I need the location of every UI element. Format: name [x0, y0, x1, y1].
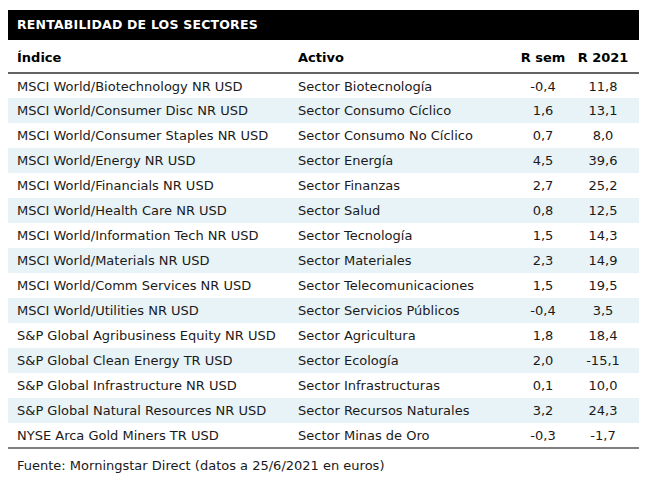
cell-indice: MSCI World/Health Care NR USD [8, 198, 298, 223]
cell-r-2021: -1,7 [567, 423, 639, 448]
report-page: RENTABILIDAD DE LOS SECTORES Índice Acti… [8, 10, 639, 473]
cell-r-2021: 19,5 [567, 273, 639, 298]
cell-r-2021: 18,4 [567, 323, 639, 348]
cell-r-2021: 11,8 [567, 73, 639, 98]
cell-r-sem: 0,7 [505, 123, 567, 148]
cell-indice: MSCI World/Energy NR USD [8, 148, 298, 173]
source-note: Fuente: Morningstar Direct (datos a 25/6… [8, 458, 639, 473]
table-header-row: Índice Activo R sem R 2021 [8, 42, 639, 73]
cell-r-sem: 1,8 [505, 323, 567, 348]
cell-activo: Sector Servicios Públicos [298, 298, 505, 323]
cell-r-sem: -0,3 [505, 423, 567, 448]
report-title-bar: RENTABILIDAD DE LOS SECTORES [8, 10, 639, 40]
cell-indice: MSCI World/Consumer Disc NR USD [8, 98, 298, 123]
table-row: MSCI World/Information Tech NR USDSector… [8, 223, 639, 248]
cell-activo: Sector Agricultura [298, 323, 505, 348]
table-row: MSCI World/Consumer Staples NR USDSector… [8, 123, 639, 148]
column-header-indice: Índice [8, 42, 298, 73]
table-row: S&P Global Agribusiness Equity NR USDSec… [8, 323, 639, 348]
table-row: MSCI World/Materials NR USDSector Materi… [8, 248, 639, 273]
cell-r-sem: 2,0 [505, 348, 567, 373]
cell-indice: MSCI World/Utilities NR USD [8, 298, 298, 323]
table-row: MSCI World/Health Care NR USDSector Salu… [8, 198, 639, 223]
table-row: S&P Global Natural Resources NR USDSecto… [8, 398, 639, 423]
cell-activo: Sector Consumo No Cíclico [298, 123, 505, 148]
cell-r-2021: 14,9 [567, 248, 639, 273]
cell-indice: S&P Global Natural Resources NR USD [8, 398, 298, 423]
table-body: MSCI World/Biotechnology NR USDSector Bi… [8, 73, 639, 448]
cell-r-2021: 10,0 [567, 373, 639, 398]
table-row: MSCI World/Financials NR USDSector Finan… [8, 173, 639, 198]
cell-r-2021: 8,0 [567, 123, 639, 148]
cell-r-sem: -0,4 [505, 73, 567, 98]
cell-r-sem: 1,5 [505, 273, 567, 298]
cell-activo: Sector Minas de Oro [298, 423, 505, 448]
cell-activo: Sector Finanzas [298, 173, 505, 198]
cell-r-2021: 24,3 [567, 398, 639, 423]
cell-activo: Sector Energía [298, 148, 505, 173]
table-row: MSCI World/Consumer Disc NR USDSector Co… [8, 98, 639, 123]
table-row: S&P Global Infrastructure NR USDSector I… [8, 373, 639, 398]
cell-r-2021: 39,6 [567, 148, 639, 173]
cell-indice: MSCI World/Materials NR USD [8, 248, 298, 273]
cell-r-2021: 3,5 [567, 298, 639, 323]
cell-indice: S&P Global Clean Energy TR USD [8, 348, 298, 373]
cell-activo: Sector Recursos Naturales [298, 398, 505, 423]
table-row: MSCI World/Biotechnology NR USDSector Bi… [8, 73, 639, 98]
cell-activo: Sector Biotecnología [298, 73, 505, 98]
cell-r-sem: 0,1 [505, 373, 567, 398]
report-title: RENTABILIDAD DE LOS SECTORES [17, 17, 258, 32]
cell-indice: MSCI World/Biotechnology NR USD [8, 73, 298, 98]
cell-indice: NYSE Arca Gold Miners TR USD [8, 423, 298, 448]
cell-r-sem: 3,2 [505, 398, 567, 423]
table-row: MSCI World/Energy NR USDSector Energía4,… [8, 148, 639, 173]
cell-r-2021: 13,1 [567, 98, 639, 123]
table-row: MSCI World/Utilities NR USDSector Servic… [8, 298, 639, 323]
table-row: MSCI World/Comm Services NR USDSector Te… [8, 273, 639, 298]
cell-activo: Sector Tecnología [298, 223, 505, 248]
table-row: S&P Global Clean Energy TR USDSector Eco… [8, 348, 639, 373]
sector-returns-table: Índice Activo R sem R 2021 MSCI World/Bi… [8, 42, 639, 449]
cell-r-sem: 2,3 [505, 248, 567, 273]
column-header-activo: Activo [298, 42, 505, 73]
cell-r-2021: 14,3 [567, 223, 639, 248]
cell-activo: Sector Consumo Cíclico [298, 98, 505, 123]
cell-r-sem: 0,8 [505, 198, 567, 223]
cell-r-sem: 4,5 [505, 148, 567, 173]
table-row: NYSE Arca Gold Miners TR USDSector Minas… [8, 423, 639, 448]
cell-activo: Sector Ecología [298, 348, 505, 373]
cell-r-sem: 1,6 [505, 98, 567, 123]
cell-indice: S&P Global Agribusiness Equity NR USD [8, 323, 298, 348]
cell-r-sem: -0,4 [505, 298, 567, 323]
cell-indice: S&P Global Infrastructure NR USD [8, 373, 298, 398]
cell-r-sem: 1,5 [505, 223, 567, 248]
column-header-r-sem: R sem [505, 42, 567, 73]
cell-activo: Sector Telecomunicaciones [298, 273, 505, 298]
cell-activo: Sector Infrastructuras [298, 373, 505, 398]
cell-activo: Sector Salud [298, 198, 505, 223]
cell-indice: MSCI World/Consumer Staples NR USD [8, 123, 298, 148]
cell-indice: MSCI World/Information Tech NR USD [8, 223, 298, 248]
cell-activo: Sector Materiales [298, 248, 505, 273]
cell-r-2021: -15,1 [567, 348, 639, 373]
column-header-r-2021: R 2021 [567, 42, 639, 73]
cell-r-sem: 2,7 [505, 173, 567, 198]
cell-r-2021: 25,2 [567, 173, 639, 198]
cell-indice: MSCI World/Financials NR USD [8, 173, 298, 198]
cell-indice: MSCI World/Comm Services NR USD [8, 273, 298, 298]
cell-r-2021: 12,5 [567, 198, 639, 223]
